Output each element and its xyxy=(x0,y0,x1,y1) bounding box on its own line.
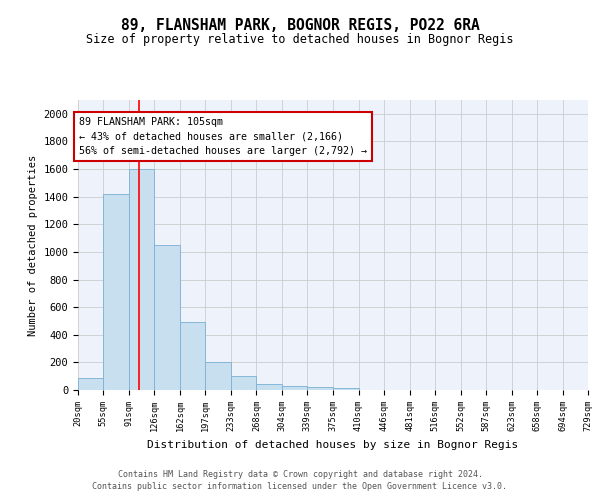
X-axis label: Distribution of detached houses by size in Bognor Regis: Distribution of detached houses by size … xyxy=(148,440,518,450)
Bar xyxy=(231,376,256,390)
Bar xyxy=(282,386,307,390)
Bar xyxy=(129,169,154,390)
Text: Contains public sector information licensed under the Open Government Licence v3: Contains public sector information licen… xyxy=(92,482,508,491)
Text: 89, FLANSHAM PARK, BOGNOR REGIS, PO22 6RA: 89, FLANSHAM PARK, BOGNOR REGIS, PO22 6R… xyxy=(121,18,479,32)
Bar xyxy=(334,388,359,390)
Text: Size of property relative to detached houses in Bognor Regis: Size of property relative to detached ho… xyxy=(86,32,514,46)
Y-axis label: Number of detached properties: Number of detached properties xyxy=(28,154,38,336)
Bar xyxy=(307,387,334,390)
Bar xyxy=(180,322,205,390)
Text: 89 FLANSHAM PARK: 105sqm
← 43% of detached houses are smaller (2,166)
56% of sem: 89 FLANSHAM PARK: 105sqm ← 43% of detach… xyxy=(79,116,367,156)
Bar xyxy=(78,378,103,390)
Bar xyxy=(256,384,282,390)
Text: Contains HM Land Registry data © Crown copyright and database right 2024.: Contains HM Land Registry data © Crown c… xyxy=(118,470,482,479)
Bar xyxy=(103,194,129,390)
Bar xyxy=(205,362,231,390)
Bar xyxy=(154,245,180,390)
